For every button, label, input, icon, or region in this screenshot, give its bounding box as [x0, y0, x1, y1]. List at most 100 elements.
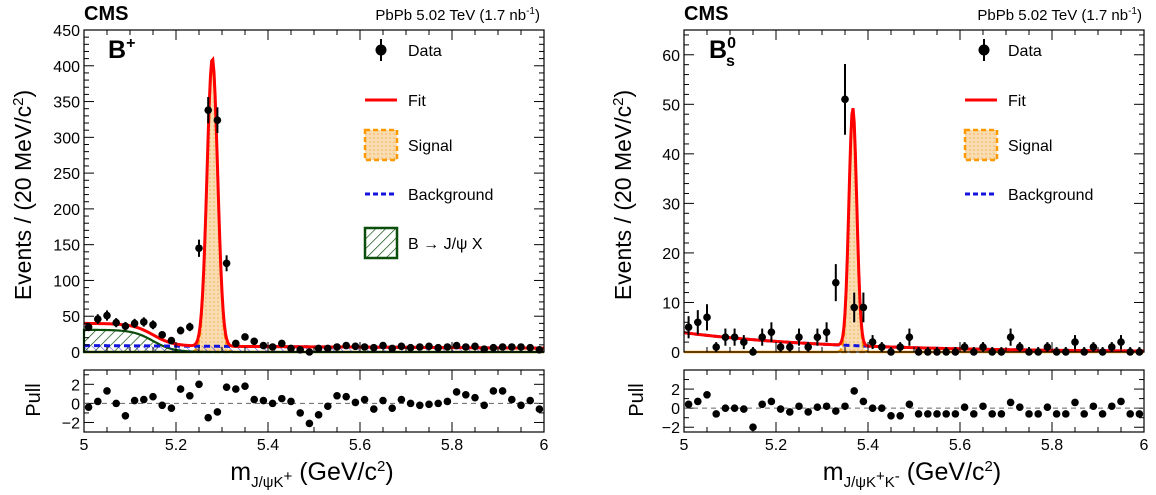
data-point: [1071, 338, 1079, 346]
fit-curve: [683, 107, 1145, 353]
data-point: [684, 323, 693, 332]
pull-point: [960, 403, 969, 412]
data-point: [324, 344, 332, 353]
data-point: [351, 342, 360, 351]
y-tick-label: 50: [62, 309, 80, 326]
y-tick-label: 50: [662, 97, 680, 114]
pull-point: [526, 396, 534, 405]
data-point: [278, 339, 286, 348]
legend-data-marker: [375, 39, 387, 61]
data-point: [517, 343, 525, 351]
y-tick-label: 10: [662, 295, 680, 312]
pull-tick-label: 0: [71, 396, 80, 413]
data-point: [158, 331, 166, 339]
pull-point: [758, 400, 766, 409]
data-point: [140, 318, 148, 326]
pull-point: [786, 408, 794, 416]
data-point: [259, 341, 268, 350]
data-point: [250, 337, 258, 346]
pull-point: [1098, 410, 1107, 418]
data-point: [416, 343, 424, 351]
data-point: [94, 315, 102, 323]
x-tick-label: 5.6: [349, 437, 371, 454]
data-point: [804, 343, 812, 351]
pull-point: [176, 385, 185, 393]
pull-point: [416, 401, 424, 410]
data-point: [1043, 343, 1052, 351]
pull-point: [452, 388, 461, 396]
y-tick-label: 450: [53, 23, 80, 40]
pull-point: [933, 410, 941, 418]
data-point: [1006, 333, 1015, 341]
cms-label: CMS: [84, 3, 128, 25]
pull-plot: 5 5.2 5.4 5.6 5.8 6 −2 0 2: [662, 369, 1149, 454]
pull-point: [517, 401, 525, 410]
pull-point: [195, 380, 203, 389]
pull-point: [905, 400, 914, 409]
cms-label: CMS: [684, 3, 728, 25]
data-point: [149, 321, 157, 329]
pull-point: [140, 395, 148, 404]
data-point: [795, 333, 803, 341]
pull-point: [351, 398, 360, 407]
data-point: [434, 343, 443, 352]
pull-point: [462, 391, 470, 399]
pull-point: [1025, 410, 1033, 418]
pull-point: [149, 392, 157, 401]
x-tick-label: 5.6: [949, 437, 971, 454]
pull-point: [158, 401, 166, 410]
data-point: [204, 106, 212, 114]
signal-area: [684, 114, 1144, 354]
pull-point: [813, 403, 822, 412]
pull-point: [914, 410, 923, 418]
pull-point: [850, 387, 858, 395]
legend-partial-label: B → J/ψ X: [408, 236, 483, 253]
pull-point: [1071, 398, 1079, 407]
data-point: [1016, 343, 1024, 351]
data-point: [841, 95, 849, 104]
pull-point: [370, 405, 378, 413]
data-point: [850, 303, 858, 312]
y-tick-label: 20: [662, 246, 680, 263]
x-tick-label: 5.4: [257, 437, 279, 454]
pull-point: [868, 404, 877, 412]
pull-point: [896, 411, 904, 420]
pull-point: [406, 399, 415, 408]
x-axis-label: mJ/ψK+ (GeV/c2): [230, 458, 393, 491]
y-tick-label: 100: [53, 273, 80, 290]
y-tick-label: 30: [662, 196, 680, 213]
data-point: [526, 343, 534, 352]
pull-point: [1006, 398, 1015, 407]
pull-point: [103, 387, 111, 395]
data-point: [241, 333, 249, 341]
pull-tick-label: −2: [62, 415, 80, 432]
pull-point: [508, 395, 516, 404]
data-point: [730, 333, 739, 341]
data-point: [1089, 343, 1098, 351]
data-point: [379, 341, 387, 350]
pull-point: [1034, 410, 1042, 418]
data-point: [740, 338, 748, 346]
pull-point: [498, 387, 507, 395]
pull-point: [979, 402, 987, 411]
data-point: [776, 343, 785, 351]
pull-point: [1080, 410, 1088, 418]
data-point: [960, 343, 969, 351]
pull-point: [1089, 402, 1098, 411]
pull-point: [740, 405, 748, 413]
pull-point: [287, 397, 295, 406]
x-tick-label: 5.2: [765, 437, 787, 454]
x-tick-label: 5.4: [857, 437, 879, 454]
y-tick-label: 60: [662, 48, 680, 65]
legend-data-label: Data: [1008, 43, 1042, 60]
pull-point: [112, 399, 120, 408]
data-point: [1108, 343, 1116, 351]
pull-point: [130, 396, 139, 405]
data-point: [703, 313, 711, 322]
pull-point: [951, 410, 960, 418]
pull-point: [443, 397, 452, 406]
pull-point: [296, 409, 305, 417]
pull-axis-label: Pull: [626, 383, 648, 416]
pull-point: [942, 410, 950, 418]
